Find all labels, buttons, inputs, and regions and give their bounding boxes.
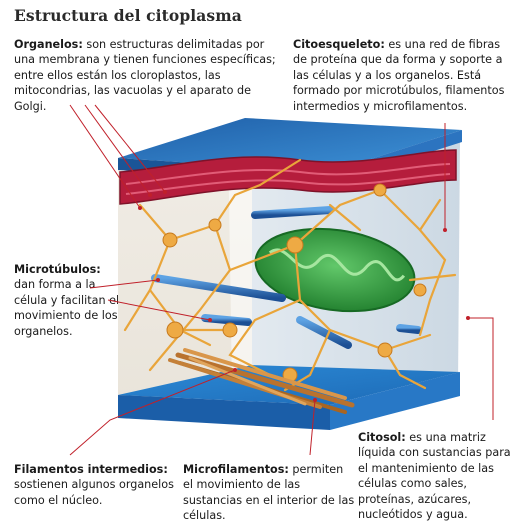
leader-lines xyxy=(69,104,494,456)
node-2 xyxy=(208,218,222,232)
label-citosol-term: Citosol: xyxy=(358,431,406,444)
label-filamentos-term: Filamentos intermedios: xyxy=(14,463,168,476)
microtubules xyxy=(151,206,422,349)
organelle-er xyxy=(119,149,457,205)
label-filamentos-intermedios: Filamentos intermedios: sostienen alguno… xyxy=(14,462,174,508)
leader-microfilamentos xyxy=(309,399,316,456)
leader-microtubulos-1 xyxy=(89,279,159,289)
label-microfilamentos-term: Microfilamentos: xyxy=(183,463,289,476)
diagram-title: Estructura del citoplasma xyxy=(14,6,242,25)
label-citoesqueleto: Citoesqueleto: es una red de fibras de p… xyxy=(293,37,508,114)
label-microtubulos: Microtúbulos: dan forma a la célula y fa… xyxy=(14,262,124,339)
node-4 xyxy=(166,321,184,339)
label-organelos: Organelos: son estructuras delimitadas p… xyxy=(14,37,276,114)
leader-organelos-2 xyxy=(84,104,151,196)
microtubule-1 xyxy=(251,206,334,219)
label-citosol: Citosol: es una matriz líquida con susta… xyxy=(358,430,513,522)
microtubule-2 xyxy=(151,274,286,302)
node-1 xyxy=(162,232,178,248)
label-microfilamentos: Microfilamentos: permiten el movimiento … xyxy=(183,462,355,524)
label-microtubulos-term: Microtúbulos: xyxy=(14,263,101,276)
leader-citosol xyxy=(468,317,494,420)
node-3 xyxy=(286,236,304,254)
label-citosol-text: es una matriz líquida con sustancias par… xyxy=(358,431,511,522)
filament-nodes xyxy=(162,183,427,383)
leader-organelos-1 xyxy=(69,104,141,209)
node-8 xyxy=(413,283,427,297)
label-citoesqueleto-term: Citoesqueleto: xyxy=(293,38,385,51)
leader-filamentos xyxy=(69,369,236,456)
label-microtubulos-text: dan forma a la célula y facilitan el mov… xyxy=(14,278,120,338)
leader-dots xyxy=(138,190,470,402)
microtubule-5 xyxy=(396,324,422,334)
label-filamentos-text: sostienen algunos organelos como el núcl… xyxy=(14,478,174,507)
microtubule-3 xyxy=(201,314,252,326)
label-organelos-text: son estructuras delimitadas por una memb… xyxy=(14,38,276,113)
microfilaments xyxy=(168,348,355,414)
intermediate-filaments xyxy=(123,158,457,392)
microtubule-4 xyxy=(296,316,352,349)
node-7 xyxy=(377,342,393,358)
label-organelos-term: Organelos: xyxy=(14,38,83,51)
label-citoesqueleto-text: es una red de fibras de proteína que da … xyxy=(293,38,505,113)
leader-organelos-3 xyxy=(94,104,166,193)
label-microfilamentos-text: permiten el movimiento de las sustancias… xyxy=(183,463,355,523)
node-9 xyxy=(373,183,387,197)
leader-microtubulos-2 xyxy=(107,299,211,321)
node-5 xyxy=(222,322,238,338)
